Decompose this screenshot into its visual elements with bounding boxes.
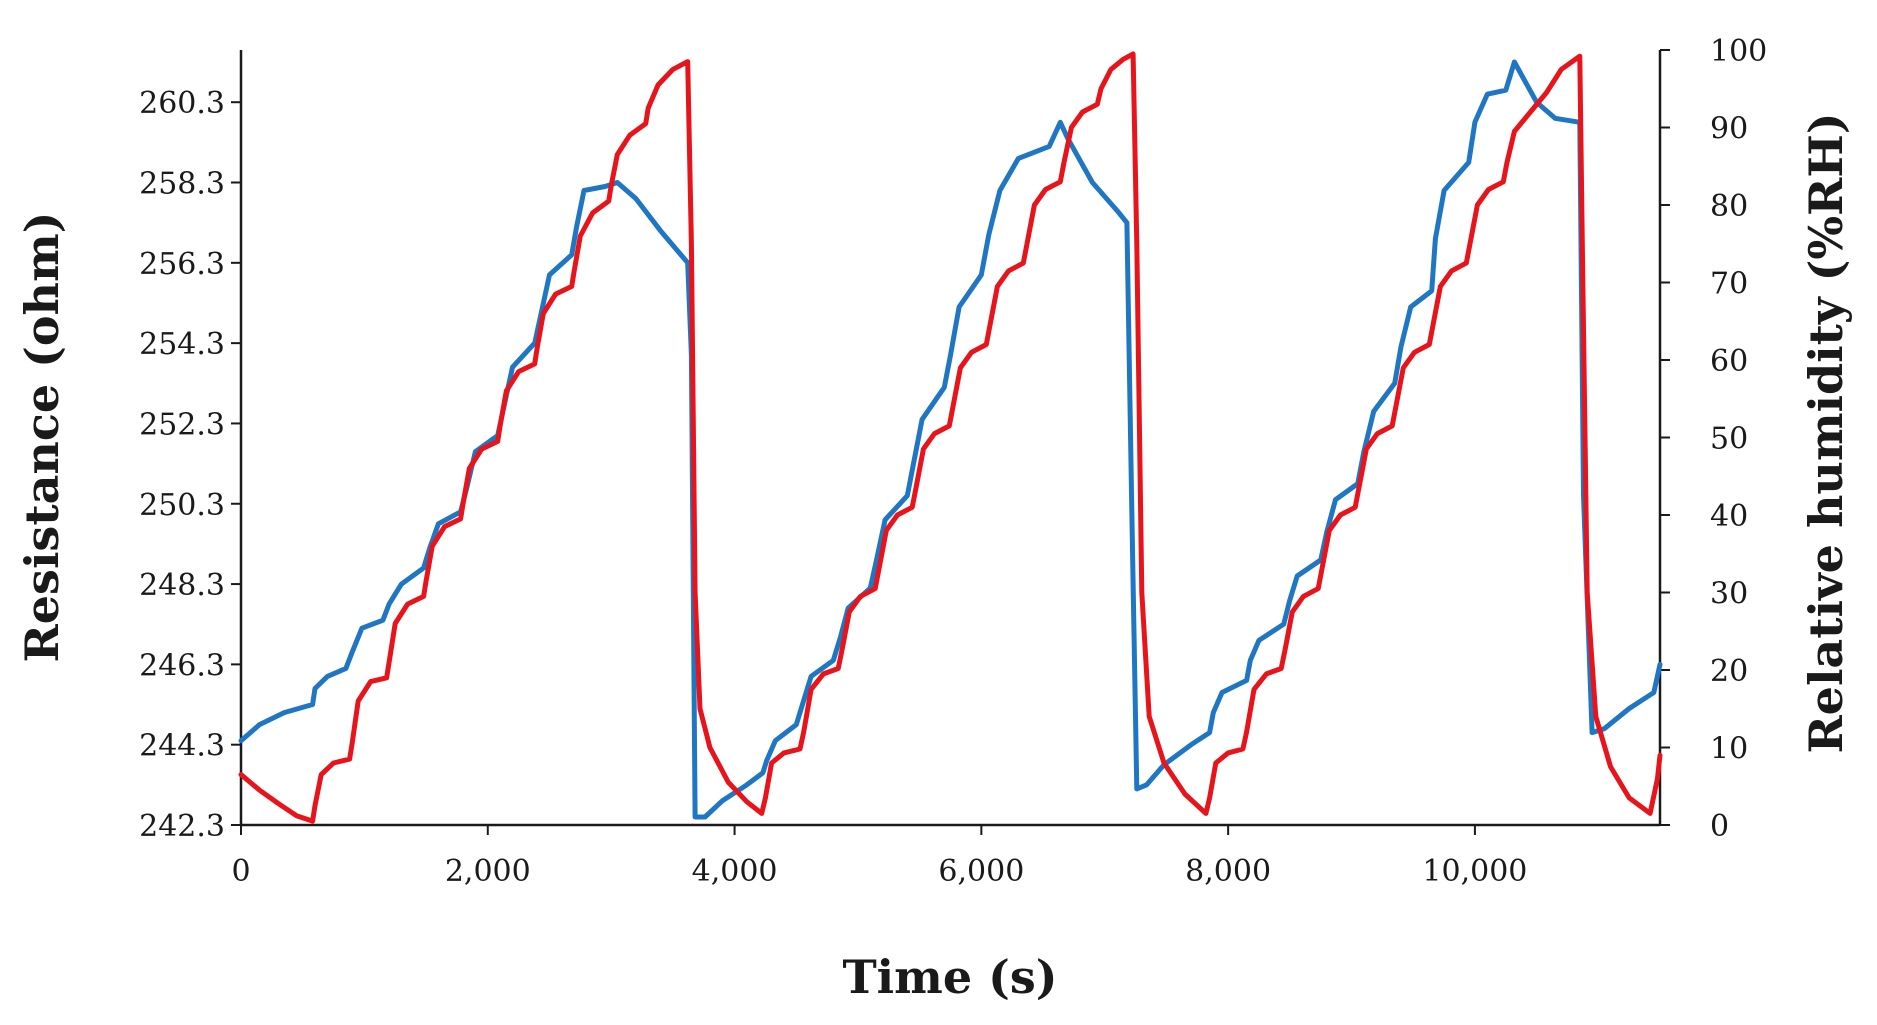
right-y-tick-label: 70 [1710,267,1748,302]
left-y-tick-label: 248.3 [139,568,225,603]
x-tick-label: 8,000 [1185,854,1271,889]
right-y-tick-label: 10 [1710,732,1748,767]
x-axis-title: Time (s) [842,950,1057,1004]
x-tick-label: 6,000 [938,854,1024,889]
resistance-line [238,59,1663,820]
left-y-tick-label: 244.3 [139,729,225,764]
axis-ticks: 0 2,000 4,000 6,000 8,000 10,000 242.3 244.3 246… [139,34,1767,889]
right-y-tick-label: 60 [1710,344,1748,379]
right-y-tick-label: 80 [1710,189,1748,224]
right-y-tick-label: 20 [1710,654,1748,689]
x-tick-label: 0 [231,854,250,889]
left-y-tick-label: 260.3 [139,86,225,121]
relative-humidity-line [238,51,1663,824]
right-y-tick-label: 30 [1710,577,1748,612]
left-y-tick-label: 252.3 [139,407,225,442]
x-tick-label: 4,000 [692,854,778,889]
left-y-tick-label: 246.3 [139,648,225,683]
right-y-tick-label: 40 [1710,499,1748,534]
left-y-tick-label: 250.3 [139,488,225,523]
left-y-tick-label: 242.3 [139,809,225,844]
right-y-tick-label: 0 [1710,809,1729,844]
plot-area [239,50,1662,827]
right-y-axis-title: Relative humidity (%RH) [1799,112,1853,753]
right-y-tick-label: 100 [1710,34,1767,69]
left-y-tick-label: 256.3 [139,247,225,282]
right-y-tick-label: 90 [1710,112,1748,147]
series-layer [238,51,1663,824]
left-y-axis-title: Resistance (ohm) [15,212,69,663]
left-y-tick-label: 254.3 [139,327,225,362]
right-y-tick-label: 50 [1710,422,1748,457]
left-y-tick-label: 258.3 [139,167,225,202]
x-tick-label: 2,000 [445,854,531,889]
x-tick-label: 10,000 [1422,854,1527,889]
